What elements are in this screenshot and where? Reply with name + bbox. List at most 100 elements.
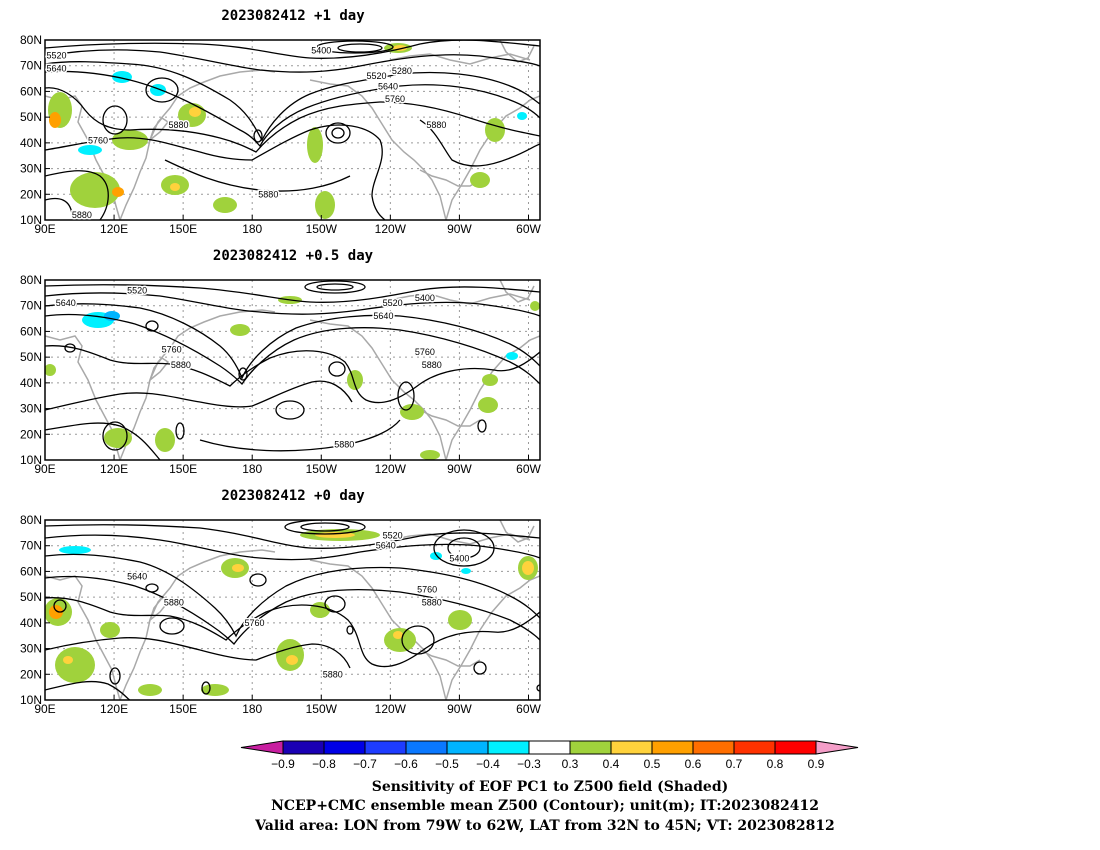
z500-contours [45,280,540,460]
colorbar-swatch [364,740,407,755]
contour-line [45,680,131,700]
contour-closed [346,625,354,635]
contour-closed [238,367,248,381]
colorbar-swatch [610,740,653,755]
lon-tick-label: 180 [242,462,262,476]
colorbar-legend: −0.9 −0.8 −0.7 −0.6 −0.5 −0.4 −0.3 0.3 0.4 0.5 0.6… [240,740,859,771]
shade-positive-strong [170,183,180,191]
colorbar-swatch [405,740,448,755]
lon-tick-label: 120W [375,222,407,236]
contour-label: 5640 [127,572,147,582]
contour-line [45,524,540,549]
colorbar-label: −0.6 [394,757,418,771]
contour-closed [53,599,67,613]
lat-tick-label: 30N [20,642,42,656]
contour-line [45,170,109,220]
coastline-japan [148,596,170,623]
contour-line [45,284,540,303]
contour-line [45,197,73,215]
panel-title: 2023082412 +0.5 day [213,248,374,264]
lat-tick-label: 10N [20,453,42,467]
colorbar-label: 0.9 [808,757,825,771]
shade-positive [100,622,120,638]
colorbar-label: −0.5 [435,757,459,771]
contour-label: 5640 [56,298,76,308]
contour-closed [304,280,366,294]
longitude-ticks: 90E 120E 150E 180 150W 120W 90W 60W [34,215,541,236]
colorbar-swatch [569,740,612,755]
contour-label: 5880 [334,440,354,450]
coastline-canada-north [389,53,531,65]
contour-closed [175,422,185,440]
lon-tick-label: 90W [447,462,472,476]
contour-closed [253,129,263,143]
shade-negative [517,112,527,120]
coastline-greenland [499,280,535,303]
shade-positive [530,301,540,311]
shade-positive [55,647,95,683]
colorbar-swatch [446,740,489,755]
contour-closed [337,43,383,53]
contour-label: 5760 [417,584,437,594]
colorbar-label: −0.7 [353,757,377,771]
colorbar-label: −0.3 [517,757,541,771]
coastline-alaska [309,319,447,460]
coastline-canada-north [389,293,531,305]
contour-line [45,345,540,404]
shade-positive-strong [522,561,534,575]
lat-tick-label: 80N [20,513,42,527]
contour-closed [328,361,346,377]
colorbar-swatch [323,740,366,755]
lat-tick-label: 30N [20,402,42,416]
colorbar-swatches [240,740,859,755]
contour-closed [316,283,354,291]
contour-closed [316,40,394,54]
contour-label: 5880 [171,360,191,370]
contour-line [45,124,386,220]
shade-positive [448,610,472,630]
sensitivity-shading [48,43,527,219]
contour-closed [64,343,76,353]
shade-positive [400,404,424,420]
contour-label: 5520 [383,298,403,308]
coastline-greenland [499,520,535,543]
contour-closed [102,421,128,451]
lon-tick-label: 120E [100,462,128,476]
z500-contours [45,520,540,700]
contour-label: 5640 [376,541,396,551]
lon-tick-label: 90W [447,222,472,236]
contour-label: 5640 [373,311,393,321]
contour-line [199,419,401,452]
shade-positive-strong [49,112,61,128]
contour-closed [249,573,267,587]
map-frame [44,39,541,221]
contour-label: 5760 [244,618,264,628]
contour-closed [145,320,159,332]
shade-positive-strong [189,107,201,117]
shade-positive [485,118,505,142]
colorbar-swatch [733,740,776,755]
shade-positive [307,127,323,163]
contour-label: 5760 [88,135,108,145]
contour-line [45,380,353,411]
lon-tick-label: 60W [516,702,541,716]
lon-tick-label: 90E [34,702,55,716]
shade-positive [70,172,120,208]
caption-line-2: NCEP+CMC ensemble mean Z500 (Contour); u… [271,798,819,814]
shade-positive [230,324,250,336]
contour-line [45,597,540,668]
panel-title: 2023082412 +0 day [221,488,365,504]
colorbar-swatch [692,740,735,755]
colorbar-label: 0.4 [603,757,620,771]
contour-line [45,49,540,73]
contour-line [164,159,351,192]
shade-positive [420,450,440,460]
lon-tick-label: 60W [516,462,541,476]
lat-tick-label: 50N [20,590,42,604]
coastlines [45,280,540,460]
lon-tick-label: 150E [169,222,197,236]
shade-positive [482,374,498,386]
contour-label: 5400 [311,45,331,55]
